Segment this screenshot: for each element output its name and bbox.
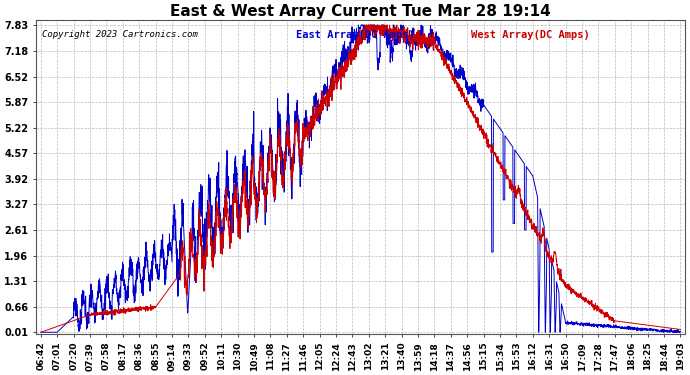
West Array(DC Amps): [595, 309, 603, 314]
West Array(DC Amps): [110, 310, 118, 315]
Text: East Array(DC Amps): East Array(DC Amps): [296, 30, 415, 40]
East Array(DC Amps): [37, 330, 45, 334]
Line: West Array(DC Amps): West Array(DC Amps): [41, 25, 680, 332]
Text: West Array(DC Amps): West Array(DC Amps): [471, 30, 590, 40]
Text: Copyright 2023 Cartronics.com: Copyright 2023 Cartronics.com: [42, 30, 198, 39]
West Array(DC Amps): [664, 326, 672, 330]
East Array(DC Amps): [310, 123, 318, 128]
West Array(DC Amps): [310, 112, 318, 117]
West Array(DC Amps): [148, 306, 156, 310]
West Array(DC Amps): [362, 23, 371, 27]
East Array(DC Amps): [664, 330, 672, 334]
Title: East & West Array Current Tue Mar 28 19:14: East & West Array Current Tue Mar 28 19:…: [170, 4, 551, 19]
West Array(DC Amps): [37, 330, 45, 334]
West Array(DC Amps): [676, 327, 684, 332]
East Array(DC Amps): [110, 284, 118, 289]
West Array(DC Amps): [282, 136, 290, 141]
East Array(DC Amps): [148, 274, 156, 279]
Line: East Array(DC Amps): East Array(DC Amps): [41, 25, 680, 332]
East Array(DC Amps): [354, 23, 362, 27]
East Array(DC Amps): [595, 322, 603, 327]
East Array(DC Amps): [676, 329, 684, 334]
East Array(DC Amps): [282, 129, 290, 134]
